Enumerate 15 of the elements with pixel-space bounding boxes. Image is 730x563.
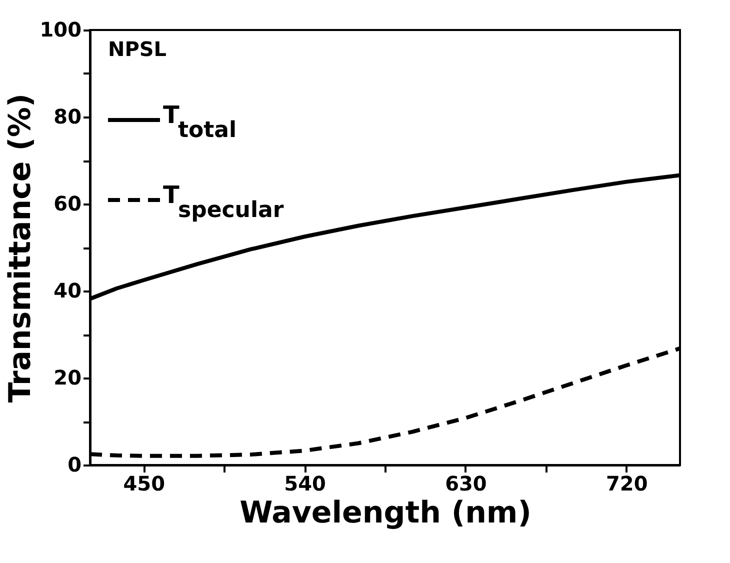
x-axis-title: Wavelength (nm) xyxy=(240,496,532,530)
legend-label: Ttotal xyxy=(163,101,237,143)
x-tick-label: 540 xyxy=(284,472,326,496)
annotation: NPSL xyxy=(108,37,167,61)
x-tick-label: 720 xyxy=(606,472,648,496)
x-tick-label: 630 xyxy=(445,472,487,496)
legend-label: Tspecular xyxy=(163,181,284,223)
y-tick-label: 0 xyxy=(68,452,82,476)
y-axis-title: Transmittance (%) xyxy=(2,93,38,403)
y-tick-label: 100 xyxy=(40,18,82,42)
y-tick-label: 80 xyxy=(54,104,82,128)
x-tick-label: 450 xyxy=(123,472,166,496)
y-tick-label: 20 xyxy=(54,366,82,390)
y-tick-label: 60 xyxy=(54,192,82,216)
y-tick-label: 40 xyxy=(54,278,82,302)
